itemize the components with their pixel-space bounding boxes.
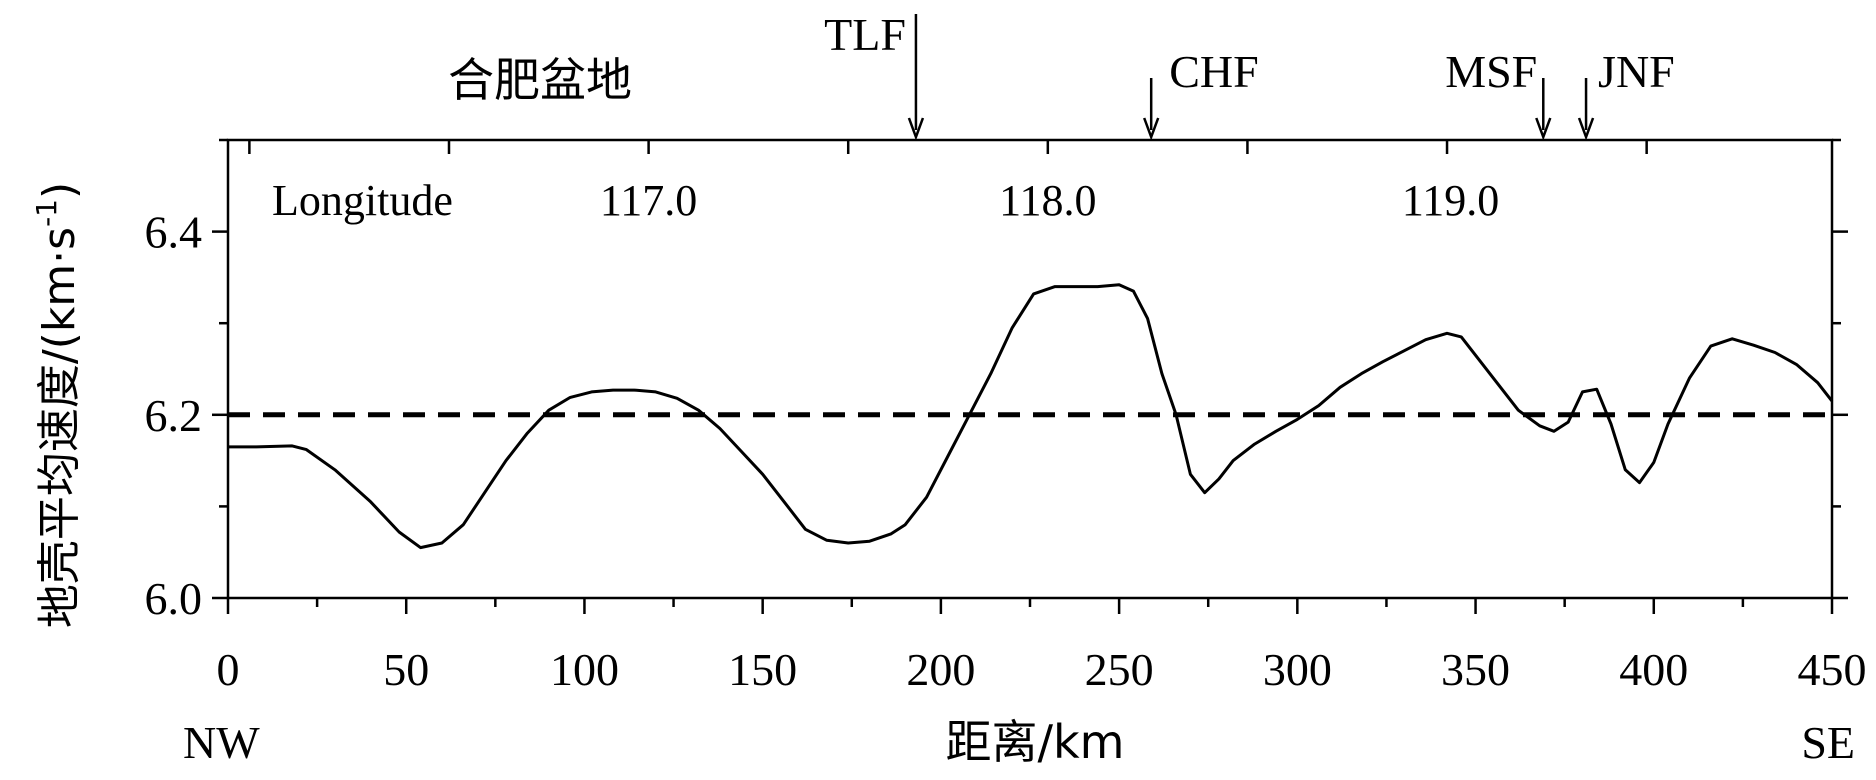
y-axis-label-superscript: -1 (30, 199, 63, 227)
x-tick-label: 200 (906, 644, 975, 695)
region-label: 合肥盆地 (448, 53, 632, 107)
longitude-layer: 117.0 118.0 119.0 (600, 176, 1499, 225)
fault-arrow-head (1577, 117, 1595, 141)
x-right-label: SE (1801, 717, 1855, 768)
fault-label: TLF (824, 9, 906, 60)
fault-arrow-head (1143, 117, 1160, 141)
fault-label: MSF (1445, 46, 1537, 97)
longitude-tick-label: 117.0 (600, 176, 697, 225)
x-tick-label: 100 (550, 644, 619, 695)
x-axis-ticks: 0 50 100 150 200 250 300 350 400 450 (217, 598, 1867, 695)
fault-arrow-head (907, 117, 925, 141)
x-tick-label: 0 (217, 644, 240, 695)
fault-msf: MSF (1445, 46, 1552, 141)
y-axis-label-close: ) (34, 182, 85, 199)
y-tick-label: 6.4 (145, 207, 203, 258)
y-axis-label: 地壳平均速度/(km·s-1) (30, 182, 85, 628)
longitude-tick-label: 118.0 (999, 176, 1096, 225)
x-axis-label: 距离/km (946, 715, 1125, 769)
series-line-0 (228, 283, 1834, 550)
fault-chf: CHF (1143, 46, 1259, 141)
x-tick-label: 400 (1619, 644, 1688, 695)
x-left-label: NW (183, 717, 260, 768)
fault-tlf: TLF (824, 9, 925, 141)
fault-arrow-head (1535, 117, 1552, 141)
x-tick-label: 150 (728, 644, 797, 695)
fault-label: JNF (1598, 46, 1675, 97)
x-tick-label: 250 (1085, 644, 1154, 695)
longitude-label: Longitude (272, 176, 453, 225)
top-axis-ticks (248, 140, 1648, 154)
y-tick-label: 6.0 (145, 573, 203, 624)
y-axis-label-main: 地壳平均速度/(km·s (34, 227, 85, 628)
x-tick-label: 350 (1441, 644, 1510, 695)
longitude-tick-label: 119.0 (1402, 176, 1499, 225)
fault-markers: TLF CHF MSF JNF (824, 9, 1675, 141)
x-tick-label: 50 (383, 644, 429, 695)
series-layer (228, 283, 1834, 550)
y-tick-label: 6.2 (145, 390, 203, 441)
y-axis-ticks: 6.0 6.2 6.4 (145, 138, 1848, 624)
x-tick-label: 450 (1798, 644, 1867, 695)
fault-jnf: JNF (1577, 46, 1675, 141)
x-tick-label: 300 (1263, 644, 1332, 695)
fault-label: CHF (1169, 46, 1258, 97)
